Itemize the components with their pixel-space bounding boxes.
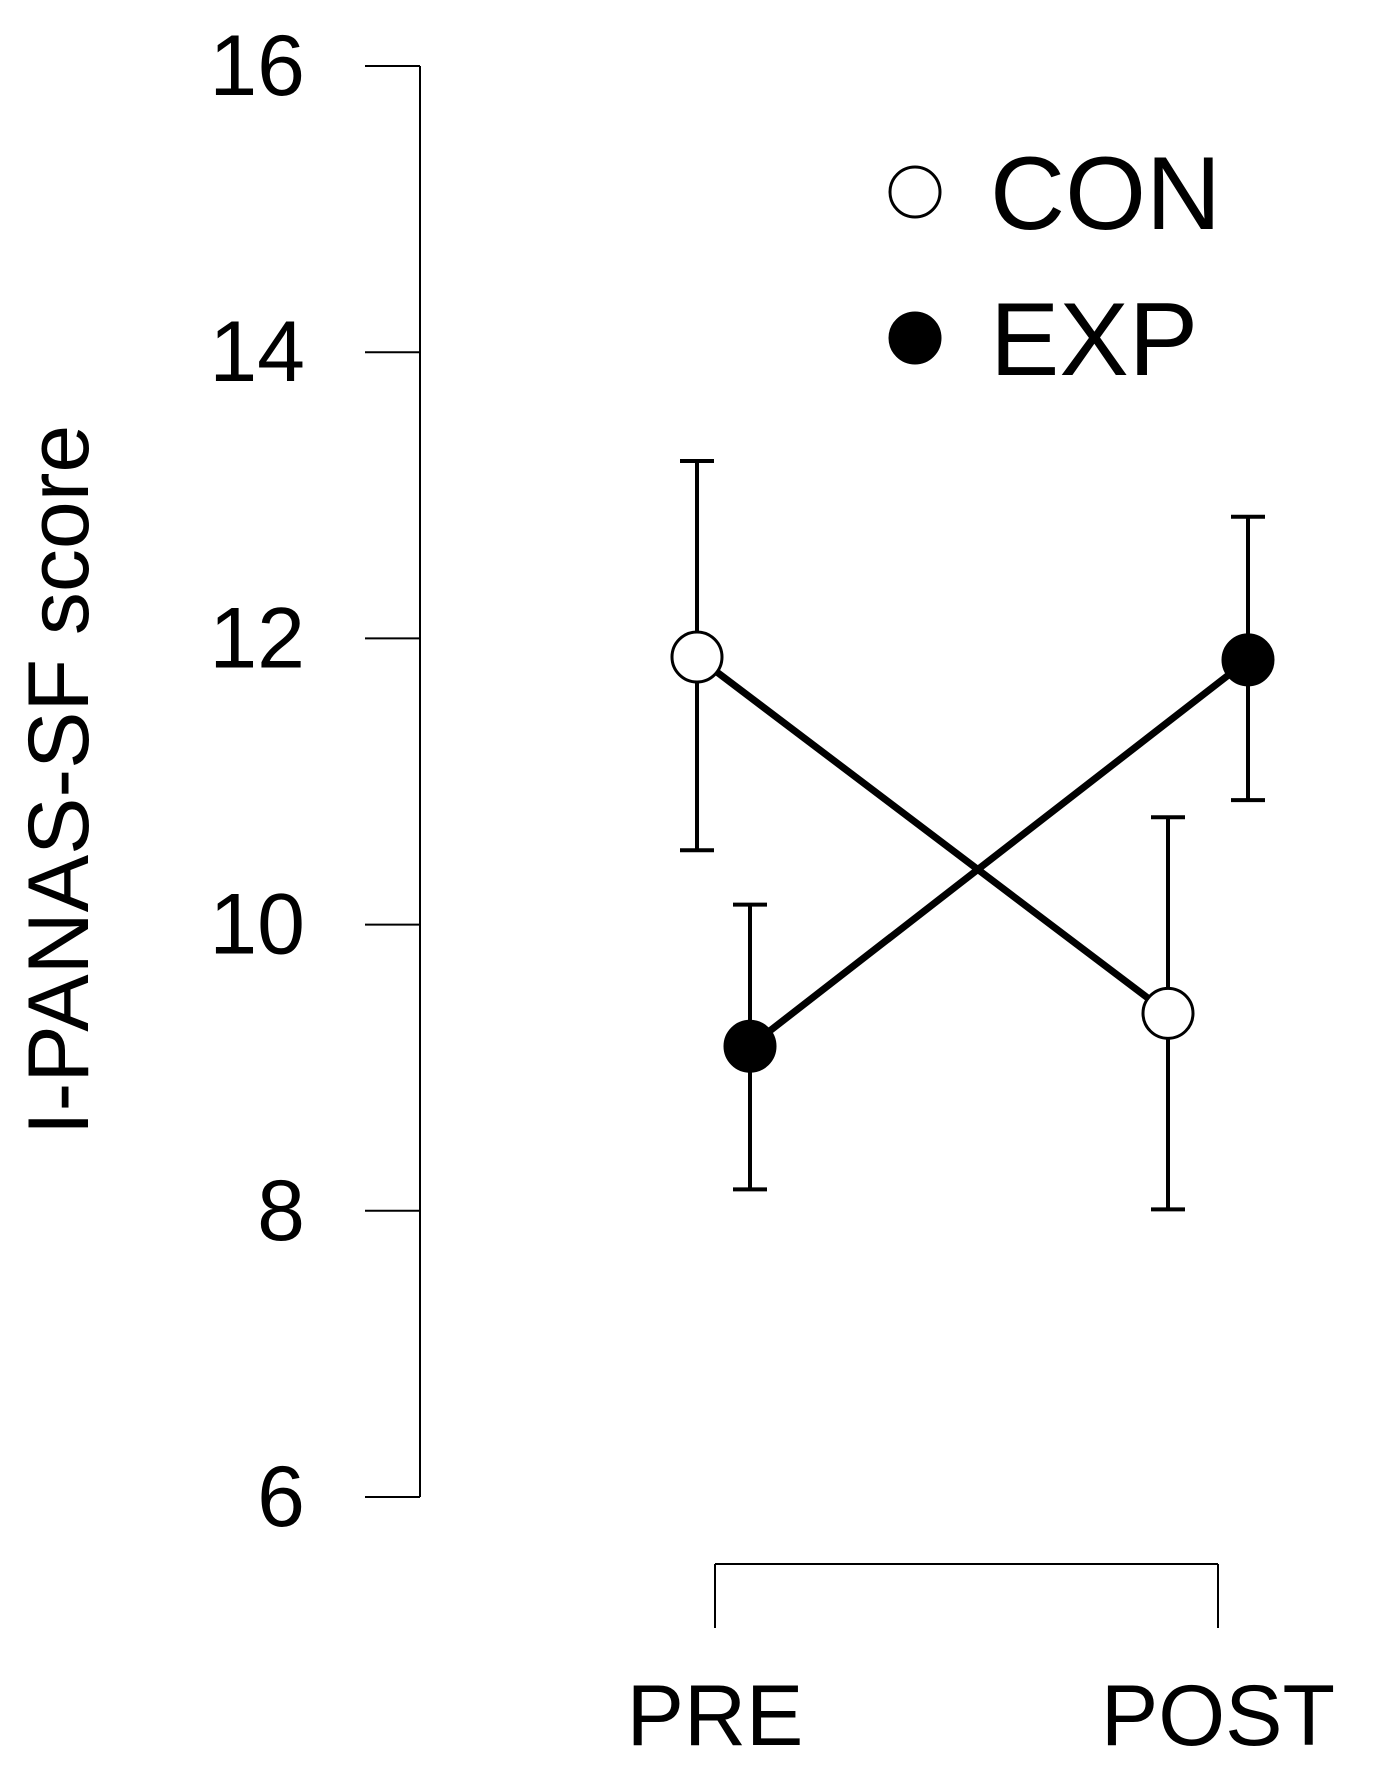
data-point-exp bbox=[1221, 633, 1275, 687]
series-lines bbox=[694, 654, 1251, 1050]
data-point-exp bbox=[723, 1019, 777, 1073]
data-point-con bbox=[670, 630, 724, 684]
legend-label-exp: EXP bbox=[990, 282, 1198, 398]
legend-marker-exp bbox=[888, 311, 942, 365]
y-tick-label: 8 bbox=[257, 1163, 305, 1259]
legend-marker-con bbox=[888, 165, 942, 219]
x-axis: PRE POST bbox=[627, 1563, 1335, 1764]
y-tick-label: 6 bbox=[257, 1449, 305, 1545]
error-bars bbox=[680, 458, 1265, 1212]
data-points bbox=[670, 630, 1275, 1073]
y-axis: 6 8 10 12 14 16 bbox=[209, 18, 421, 1545]
x-tick-label: PRE bbox=[627, 1668, 804, 1764]
legend: CON EXP bbox=[888, 136, 1221, 398]
x-tick-label: POST bbox=[1101, 1668, 1335, 1764]
series-line-con bbox=[694, 654, 1171, 1017]
y-axis-label: I-PANAS-SF score bbox=[11, 425, 107, 1135]
y-tick-label: 16 bbox=[209, 18, 305, 114]
legend-label-con: CON bbox=[990, 136, 1221, 252]
y-tick-label: 12 bbox=[209, 590, 305, 686]
y-tick-label: 14 bbox=[209, 304, 305, 400]
data-point-con bbox=[1141, 986, 1195, 1040]
y-tick-label: 10 bbox=[209, 877, 305, 973]
series-line-exp bbox=[747, 657, 1251, 1050]
